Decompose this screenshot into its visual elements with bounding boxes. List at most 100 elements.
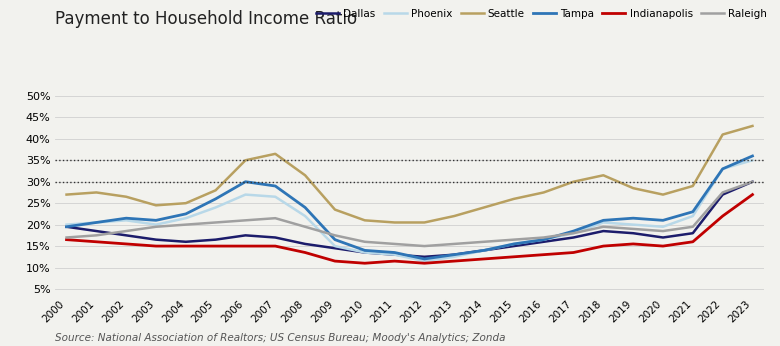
Dallas (718, 192, 727, 197)
Dallas (688, 231, 697, 235)
Indianapolis (449, 259, 459, 263)
Dallas (748, 180, 757, 184)
Seattle (271, 152, 280, 156)
Seattle (122, 195, 131, 199)
Seattle (688, 184, 697, 188)
Raleigh (211, 220, 220, 225)
Seattle (569, 180, 578, 184)
Text: Source: National Association of Realtors; US Census Bureau; Moody's Analytics; Z: Source: National Association of Realtors… (55, 333, 505, 343)
Dallas (629, 231, 638, 235)
Indianapolis (122, 242, 131, 246)
Tampa (151, 218, 161, 222)
Seattle (658, 192, 668, 197)
Indianapolis (420, 261, 429, 265)
Phoenix (658, 225, 668, 229)
Tampa (241, 180, 250, 184)
Tampa (509, 242, 519, 246)
Phoenix (211, 206, 220, 210)
Line: Phoenix: Phoenix (66, 160, 753, 261)
Indianapolis (151, 244, 161, 248)
Phoenix (688, 214, 697, 218)
Tampa (629, 216, 638, 220)
Dallas (390, 253, 399, 257)
Indianapolis (629, 242, 638, 246)
Raleigh (241, 218, 250, 222)
Indianapolis (390, 259, 399, 263)
Dallas (92, 229, 101, 233)
Dallas (569, 235, 578, 239)
Raleigh (420, 244, 429, 248)
Indianapolis (480, 257, 489, 261)
Seattle (300, 173, 310, 177)
Tampa (688, 210, 697, 214)
Indianapolis (181, 244, 190, 248)
Phoenix (300, 214, 310, 218)
Raleigh (509, 238, 519, 242)
Phoenix (181, 216, 190, 220)
Seattle (390, 220, 399, 225)
Tampa (360, 248, 370, 253)
Indianapolis (360, 261, 370, 265)
Raleigh (599, 225, 608, 229)
Indianapolis (330, 259, 339, 263)
Raleigh (300, 225, 310, 229)
Dallas (360, 251, 370, 255)
Raleigh (271, 216, 280, 220)
Dallas (211, 238, 220, 242)
Seattle (62, 192, 71, 197)
Seattle (360, 218, 370, 222)
Indianapolis (718, 214, 727, 218)
Seattle (748, 124, 757, 128)
Raleigh (151, 225, 161, 229)
Indianapolis (569, 251, 578, 255)
Indianapolis (539, 253, 548, 257)
Tampa (211, 197, 220, 201)
Tampa (420, 257, 429, 261)
Phoenix (92, 220, 101, 225)
Dallas (151, 238, 161, 242)
Phoenix (420, 259, 429, 263)
Indianapolis (599, 244, 608, 248)
Line: Tampa: Tampa (66, 156, 753, 259)
Indianapolis (658, 244, 668, 248)
Phoenix (748, 158, 757, 162)
Phoenix (330, 244, 339, 248)
Seattle (241, 158, 250, 162)
Dallas (599, 229, 608, 233)
Raleigh (480, 240, 489, 244)
Dallas (271, 235, 280, 239)
Tampa (390, 251, 399, 255)
Legend: Dallas, Phoenix, Seattle, Tampa, Indianapolis, Raleigh: Dallas, Phoenix, Seattle, Tampa, Indiana… (316, 9, 767, 19)
Raleigh (122, 229, 131, 233)
Raleigh (360, 240, 370, 244)
Raleigh (569, 231, 578, 235)
Seattle (211, 188, 220, 192)
Raleigh (658, 229, 668, 233)
Tampa (271, 184, 280, 188)
Indianapolis (509, 255, 519, 259)
Phoenix (62, 222, 71, 227)
Phoenix (718, 167, 727, 171)
Raleigh (748, 180, 757, 184)
Raleigh (449, 242, 459, 246)
Dallas (449, 253, 459, 257)
Phoenix (629, 222, 638, 227)
Dallas (181, 240, 190, 244)
Line: Dallas: Dallas (66, 182, 753, 257)
Seattle (181, 201, 190, 205)
Phoenix (271, 195, 280, 199)
Raleigh (330, 233, 339, 237)
Seattle (629, 186, 638, 190)
Tampa (658, 218, 668, 222)
Raleigh (92, 233, 101, 237)
Tampa (62, 225, 71, 229)
Dallas (300, 242, 310, 246)
Dallas (122, 233, 131, 237)
Dallas (539, 240, 548, 244)
Tampa (748, 154, 757, 158)
Indianapolis (748, 192, 757, 197)
Tampa (569, 229, 578, 233)
Tampa (92, 220, 101, 225)
Tampa (449, 253, 459, 257)
Seattle (599, 173, 608, 177)
